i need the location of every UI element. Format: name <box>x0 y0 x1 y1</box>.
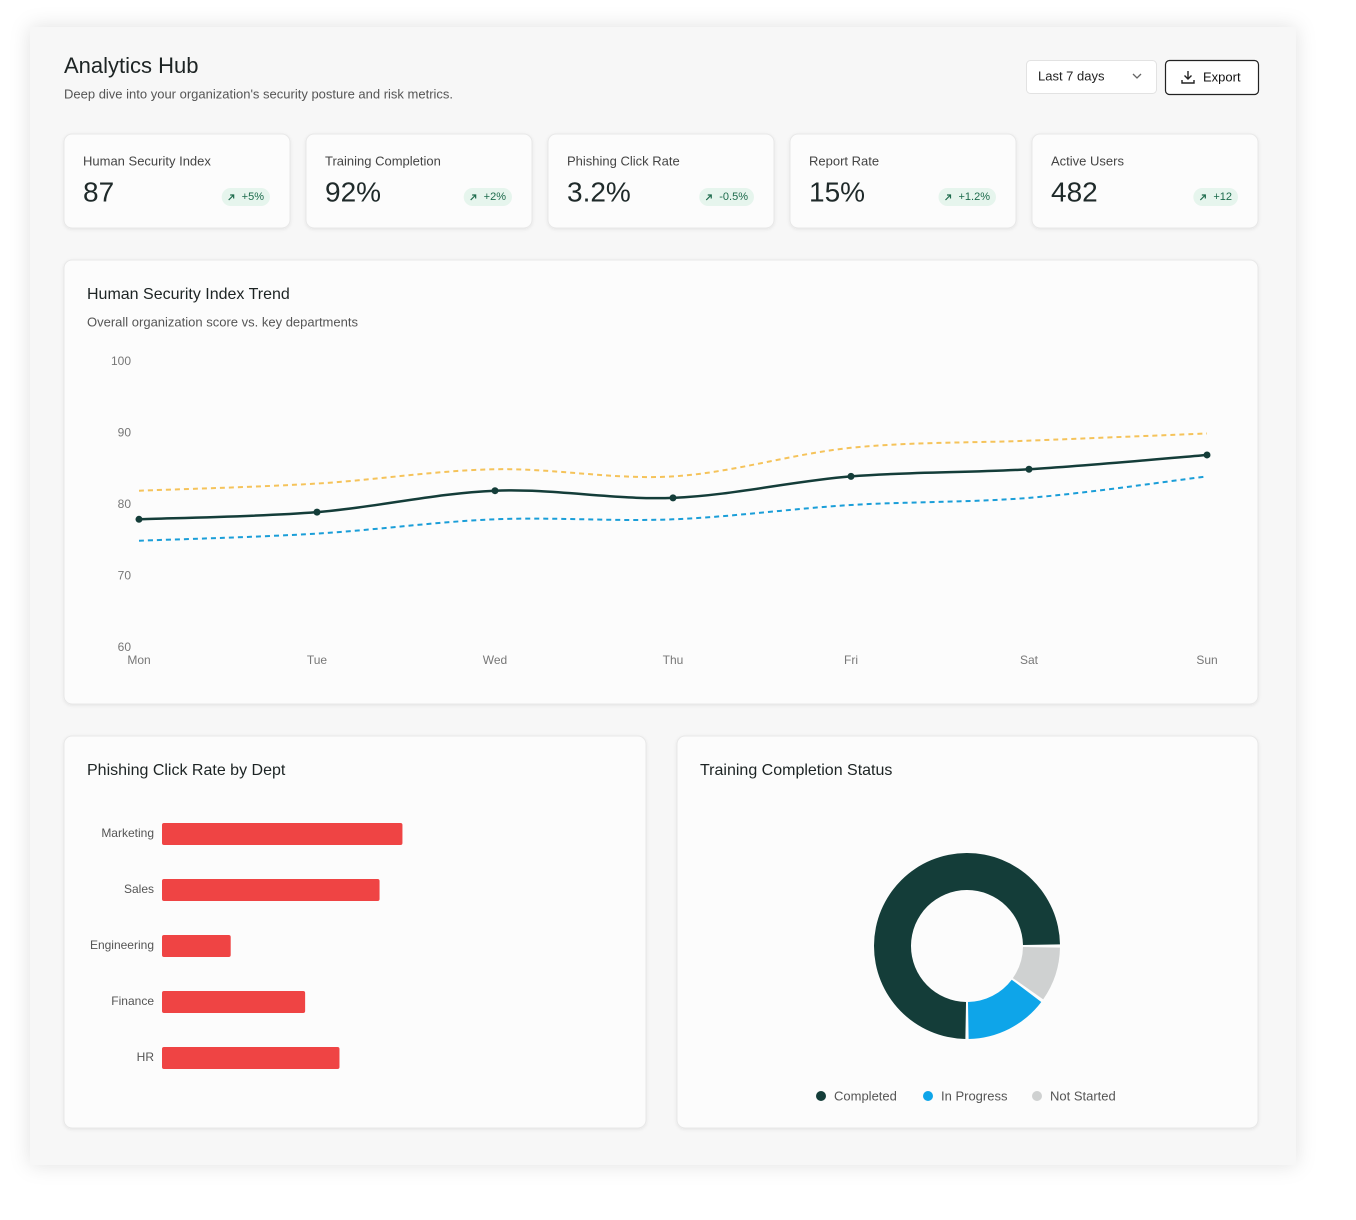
card <box>63 259 1259 705</box>
kpi-badge <box>221 188 270 206</box>
legend-label: Not Started <box>1050 1088 1116 1103</box>
card <box>63 735 647 1129</box>
download-icon <box>1181 71 1195 84</box>
trend-icon <box>1199 194 1206 201</box>
kpi-change: +5% <box>242 191 265 203</box>
kpi-label: Active Users <box>1051 153 1124 168</box>
trend-icon <box>470 194 477 201</box>
chart-title: Training Completion Status <box>700 762 892 779</box>
series-line <box>138 475 1208 542</box>
x-tick-label: Fri <box>844 653 858 667</box>
kpi-badge <box>699 188 754 206</box>
trend-icon <box>945 194 952 201</box>
point <box>1203 451 1211 459</box>
donut-slice <box>874 853 1060 1039</box>
kpi-change: +2% <box>484 191 507 203</box>
donut-slice <box>967 979 1042 1039</box>
legend-dot <box>816 1091 826 1101</box>
button-box[interactable] <box>1164 59 1260 96</box>
point <box>847 472 855 480</box>
y-tick-label: 60 <box>118 640 132 654</box>
trend-icon <box>228 194 235 201</box>
bar <box>162 935 231 957</box>
series-line <box>138 432 1208 492</box>
legend-label: In Progress <box>941 1088 1008 1103</box>
kpi-badge <box>463 188 512 206</box>
x-tick-label: Sat <box>1020 653 1039 667</box>
kpi-value: 87 <box>83 176 114 207</box>
point <box>491 487 499 495</box>
x-tick-label: Wed <box>483 653 507 667</box>
kpi-label: Phishing Click Rate <box>567 153 680 168</box>
kpi-value: 3.2% <box>567 176 631 207</box>
legend-label: Completed <box>834 1088 897 1103</box>
card <box>676 735 1259 1129</box>
category-label: Engineering <box>90 938 154 952</box>
select-box[interactable] <box>1026 60 1157 94</box>
page-title: Analytics Hub <box>64 53 199 78</box>
y-tick-label: 80 <box>118 497 132 511</box>
x-tick-label: Tue <box>307 653 328 667</box>
point <box>669 494 677 502</box>
point <box>313 508 321 516</box>
kpi-value: 92% <box>325 176 381 207</box>
kpi-change: +12 <box>1213 191 1232 203</box>
kpi-label: Training Completion <box>325 153 441 168</box>
button-label[interactable]: Export <box>1203 69 1241 84</box>
chart-title: Human Security Index Trend <box>87 286 290 303</box>
x-tick-label: Thu <box>663 653 684 667</box>
bar <box>162 1047 340 1069</box>
kpi-value: 482 <box>1051 176 1098 207</box>
legend-dot <box>1032 1091 1042 1101</box>
kpi-badge <box>938 188 996 206</box>
y-tick-label: 90 <box>118 426 132 440</box>
kpi-label: Report Rate <box>809 153 879 168</box>
chart-subtitle: Overall organization score vs. key depar… <box>87 314 358 329</box>
point <box>135 515 143 523</box>
select-label[interactable]: Last 7 days <box>1038 68 1105 83</box>
trend-icon <box>705 194 712 201</box>
y-tick-label: 70 <box>118 569 132 583</box>
kpi-label: Human Security Index <box>83 153 211 168</box>
x-tick-label: Mon <box>127 653 150 667</box>
chevron <box>1132 73 1142 79</box>
legend-dot <box>923 1091 933 1101</box>
kpi-change: +1.2% <box>959 191 991 203</box>
chart-title: Phishing Click Rate by Dept <box>87 762 286 779</box>
bar <box>162 991 306 1013</box>
kpi-change: -0.5% <box>719 191 748 203</box>
category-label: Finance <box>111 994 154 1008</box>
category-label: Marketing <box>101 826 154 840</box>
donut-slice <box>1012 946 1060 1000</box>
page-subtitle: Deep dive into your organization's secur… <box>64 86 453 101</box>
range-select[interactable]: Last 7 days <box>1026 60 1157 94</box>
point <box>1025 465 1033 473</box>
kpi-badge <box>1193 188 1238 206</box>
x-tick-label: Sun <box>1196 653 1217 667</box>
bar <box>162 823 403 845</box>
kpi-value: 15% <box>809 176 865 207</box>
y-tick-label: 100 <box>111 354 131 368</box>
bar <box>162 879 380 901</box>
category-label: HR <box>137 1050 155 1064</box>
category-label: Sales <box>124 882 154 896</box>
export-button[interactable]: Export <box>1164 59 1260 96</box>
